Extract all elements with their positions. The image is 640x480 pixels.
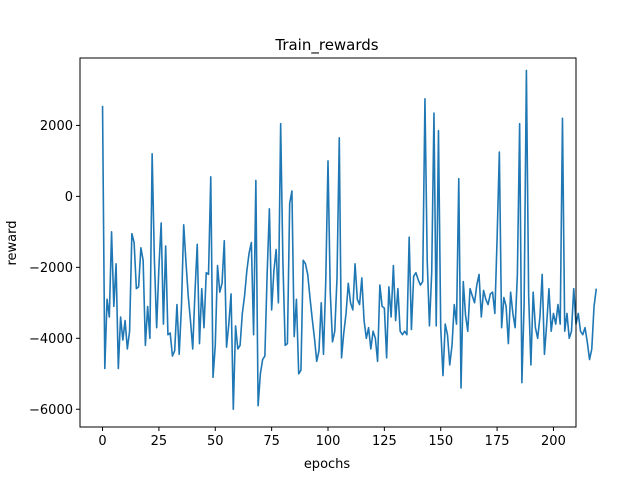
- x-tick-label: 150: [428, 434, 453, 449]
- y-tick-label: −2000: [29, 261, 73, 276]
- x-tick-label: 100: [316, 434, 341, 449]
- plot-frame: [79, 57, 577, 428]
- ticks-layer: 0 25 50 75 100 125 150 175 200 −6000 −4000 −2000 0 20…: [29, 119, 566, 449]
- x-tick-label: 200: [541, 434, 566, 449]
- x-tick-label: 75: [263, 434, 280, 449]
- y-tick-label: 0: [65, 190, 73, 205]
- x-tick-label: 25: [151, 434, 168, 449]
- x-tick-label: 0: [98, 434, 106, 449]
- series-line: [101, 69, 598, 411]
- x-axis-label: epochs: [304, 457, 351, 472]
- y-tick-label: −4000: [29, 332, 73, 347]
- x-tick-label: 175: [485, 434, 510, 449]
- x-tick-label: 125: [372, 434, 397, 449]
- x-tick-label: 50: [207, 434, 224, 449]
- y-tick-label: 2000: [40, 119, 73, 134]
- y-axis-label: reward: [5, 220, 20, 265]
- series-layer: [101, 69, 598, 411]
- chart-title: Train_rewards: [274, 36, 378, 55]
- y-tick-label: −6000: [29, 403, 73, 418]
